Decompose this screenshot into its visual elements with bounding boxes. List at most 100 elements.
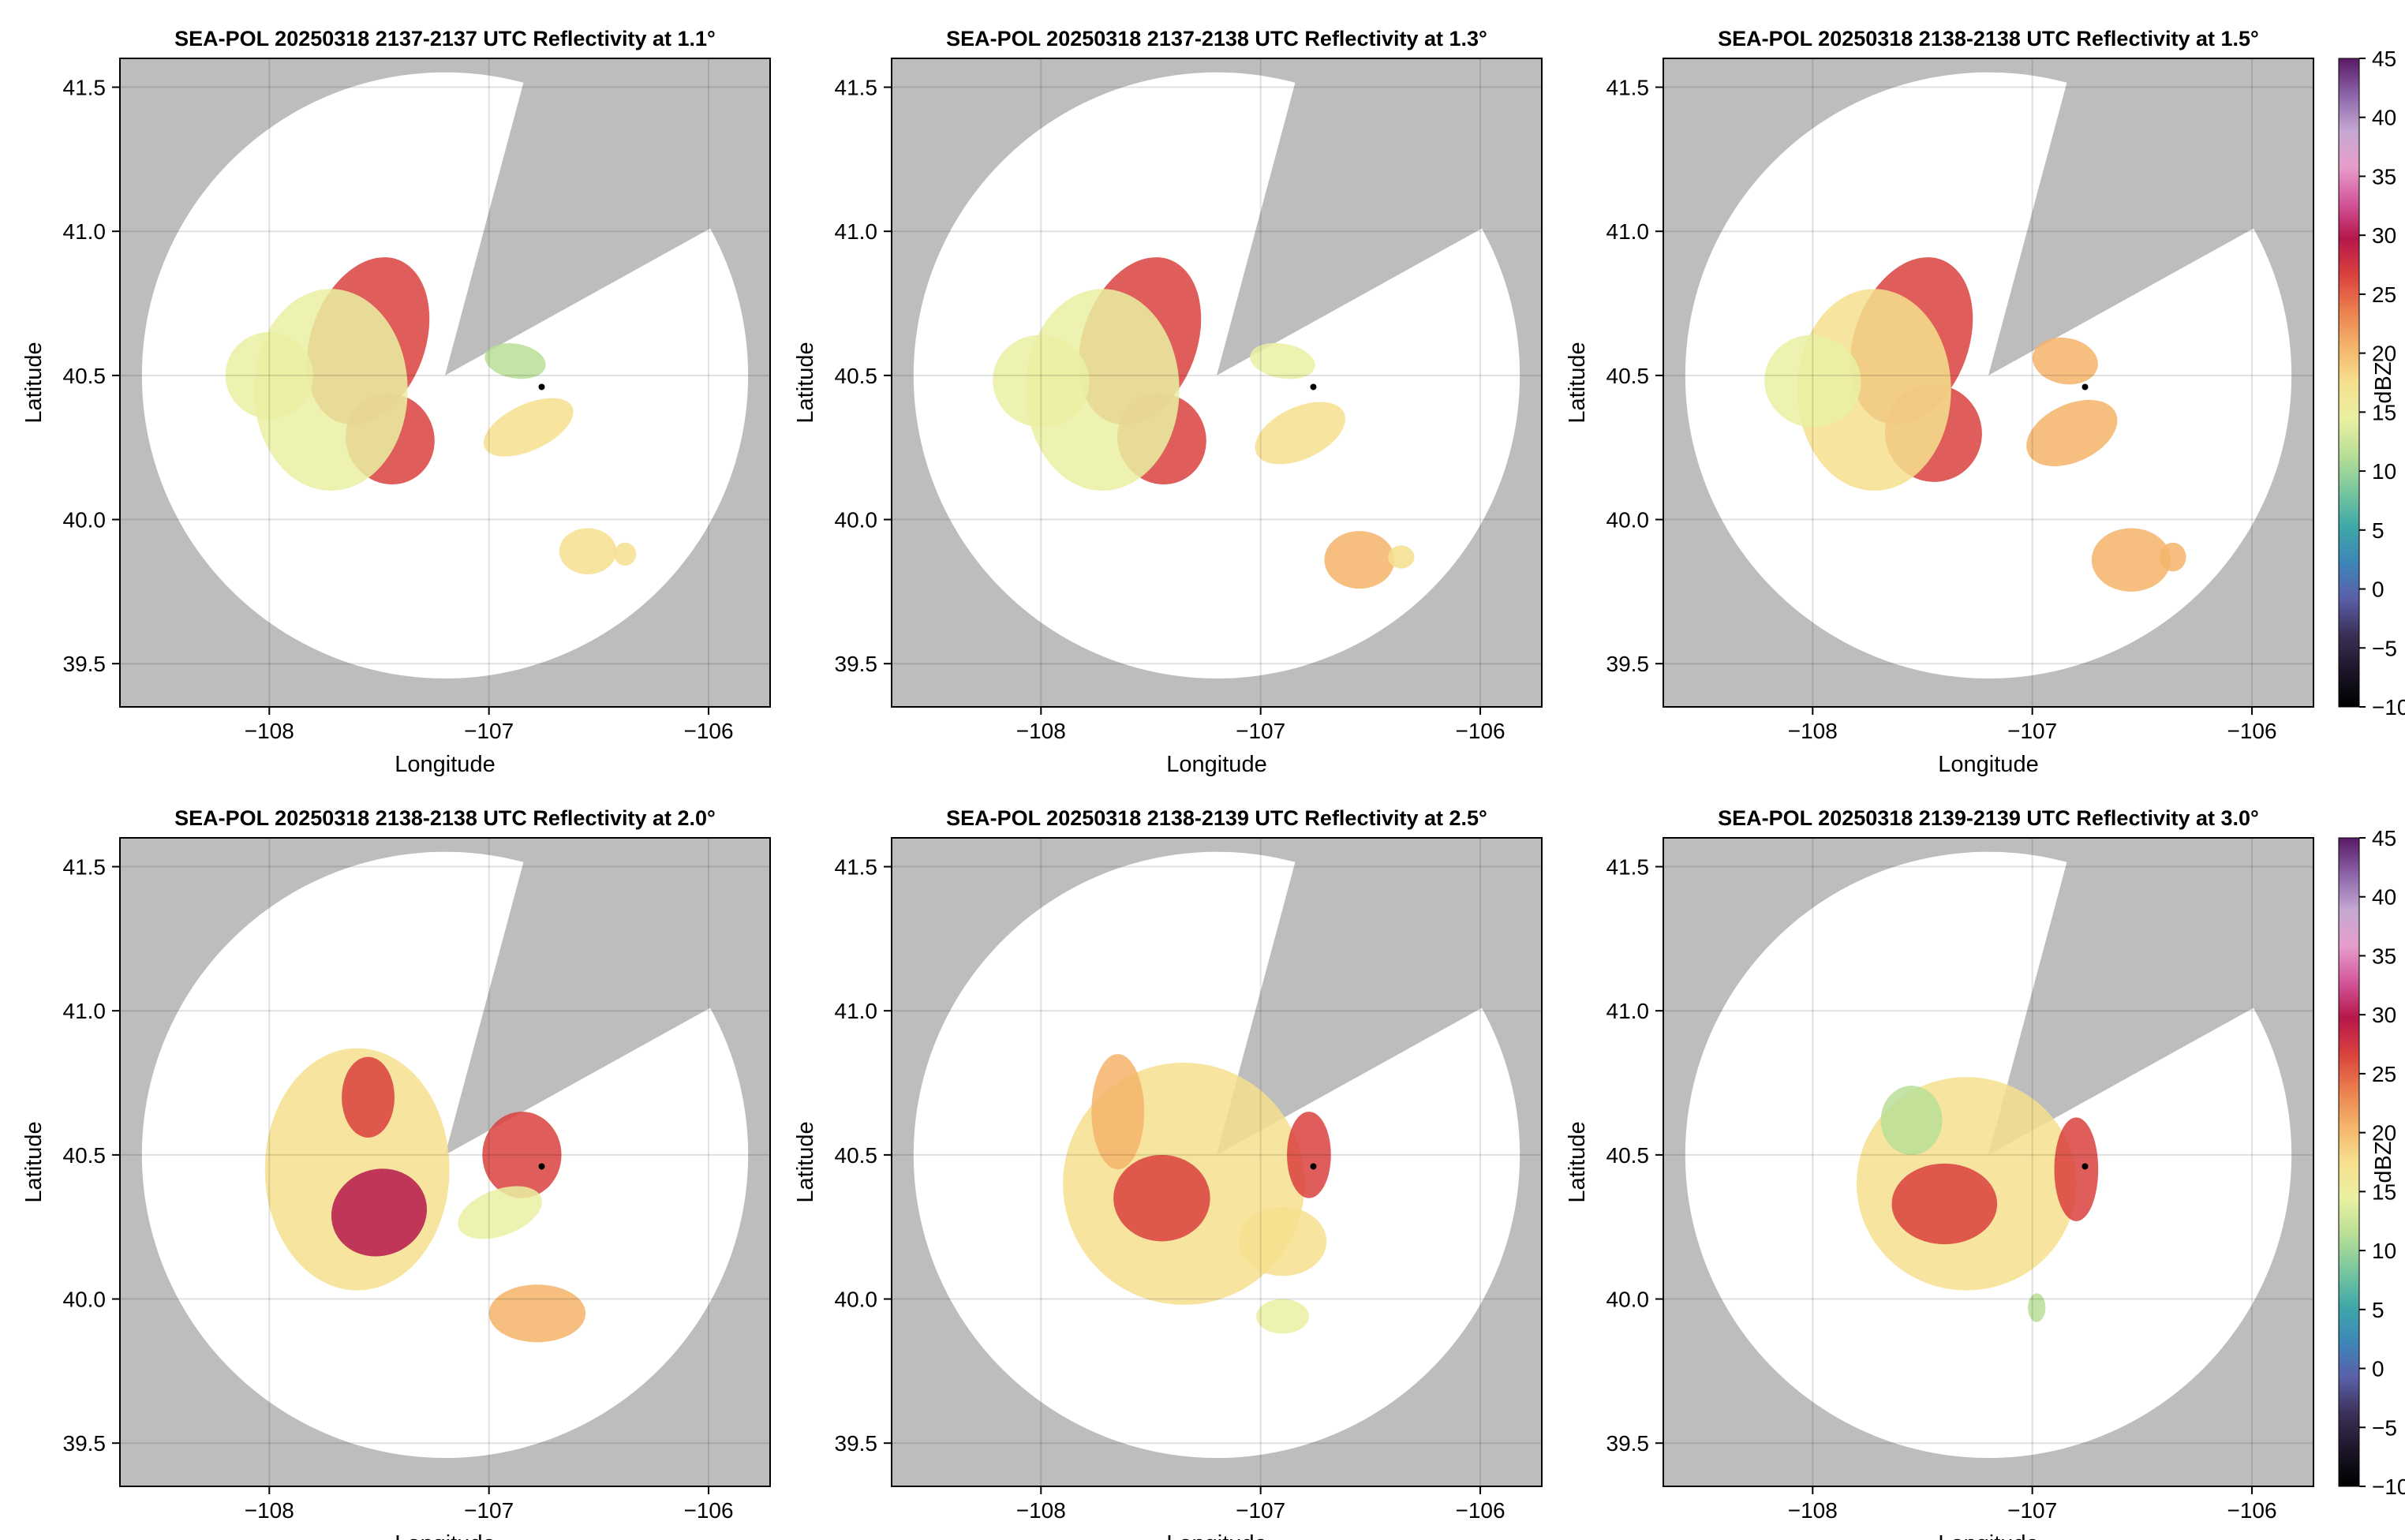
x-axis-label: Longitude [395, 752, 495, 777]
y-tick-label: 41.5 [1606, 76, 1650, 100]
colorbar-tick-label: 45 [2372, 826, 2396, 850]
panel-2: −108 −107 −106 39.5 40.0 40.5 41.0 41.5 SEA-POL … [793, 27, 1543, 777]
y-axis-label: Latitude [21, 342, 47, 423]
reflectivity-echo [1025, 289, 1180, 491]
y-tick-label: 40.0 [63, 1288, 107, 1312]
colorbar-tick-label: 45 [2372, 47, 2396, 71]
panel-5: −108 −107 −106 39.5 40.0 40.5 41.0 41.5 SEA-POL … [793, 806, 1543, 1540]
plot-frame [1663, 58, 2314, 708]
colorbar-tick-label: 35 [2372, 164, 2396, 189]
y-tick-label: 40.5 [1606, 1143, 1650, 1168]
colorbar-label: dBZ [2371, 1141, 2396, 1183]
colorbar-tick-label: 30 [2372, 223, 2396, 248]
colorbar-1: −10 −5 0 5 10 15 20 25 30 35 40 45 dBZ [2338, 47, 2405, 720]
x-tick-label: −107 [2007, 1498, 2057, 1523]
x-tick-label: −108 [1016, 1498, 1066, 1523]
y-axis-label: Latitude [793, 1121, 818, 1202]
x-tick-label: −108 [1016, 719, 1066, 743]
colorbar-tick-label: 10 [2372, 1239, 2396, 1263]
x-axis-label: Longitude [1166, 752, 1266, 777]
reflectivity-echo [1091, 1054, 1145, 1170]
colorbar-tick-label: 20 [2372, 1121, 2396, 1146]
reflectivity-echo [1891, 1163, 1998, 1245]
y-tick-label: 39.5 [835, 652, 878, 676]
panel-title: SEA-POL 20250318 2138-2138 UTC Reflectiv… [1718, 27, 2259, 50]
y-tick-label: 40.5 [63, 364, 107, 388]
y-tick-label: 40.0 [835, 1288, 878, 1312]
reflectivity-echo [458, 1186, 542, 1239]
y-tick-label: 40.5 [1606, 364, 1650, 388]
colorbar-tick-label: 20 [2372, 342, 2396, 366]
colorbar-tick-label: 10 [2372, 459, 2396, 484]
panel-1: −108 −107 −106 39.5 40.0 40.5 41.0 41.5 SEA-POL … [21, 27, 771, 777]
plot-frame [891, 58, 1543, 708]
panel-4: −108 −107 −106 39.5 40.0 40.5 41.0 41.5 SEA-POL … [21, 806, 771, 1540]
plot-frame [119, 58, 771, 708]
plot-area [1663, 58, 2313, 707]
x-axis-label: Longitude [1938, 1531, 2038, 1540]
y-tick-label: 41.0 [63, 999, 107, 1023]
y-tick-label: 41.0 [835, 219, 878, 244]
x-axis-label: Longitude [1938, 752, 2038, 777]
colorbar-label: dBZ [2371, 361, 2396, 403]
plot-area [1663, 838, 2313, 1486]
panel-title: SEA-POL 20250318 2137-2137 UTC Reflectiv… [174, 27, 716, 50]
reflectivity-echo [559, 528, 617, 574]
reflectivity-echo [2032, 337, 2098, 385]
y-tick-label: 40.0 [1606, 1288, 1650, 1312]
x-tick-label: −108 [245, 719, 294, 743]
y-tick-label: 39.5 [63, 652, 107, 676]
radar-scan-area [1685, 72, 2292, 679]
y-axis-label: Latitude [1565, 342, 1590, 423]
colorbar-tick-label: 5 [2372, 518, 2384, 543]
reflectivity-echo [2054, 1117, 2099, 1221]
radar-scan-area [913, 72, 1520, 679]
colorbar-tick-label: −5 [2372, 636, 2397, 660]
reflectivity-echo [1287, 1112, 1331, 1198]
reflectivity-echo [1255, 402, 1346, 465]
y-axis-label: Latitude [21, 1121, 47, 1202]
y-tick-label: 40.0 [835, 508, 878, 533]
y-tick-label: 41.5 [1606, 855, 1650, 880]
y-tick-label: 40.0 [1606, 508, 1650, 533]
x-axis-label: Longitude [395, 1531, 495, 1540]
reflectivity-echo [1113, 1154, 1210, 1242]
reflectivity-echo [484, 342, 546, 379]
colorbar-tick-label: 30 [2372, 1003, 2396, 1027]
plot-frame [119, 837, 771, 1487]
reflectivity-echo [1388, 545, 1415, 569]
y-tick-label: 39.5 [835, 1431, 878, 1456]
reflectivity-echo [1880, 1086, 1943, 1155]
colorbar-tick-label: 35 [2372, 944, 2396, 968]
reflectivity-echo [1764, 335, 1861, 428]
y-tick-label: 41.0 [1606, 219, 1650, 244]
colorbar-tick-label: 25 [2372, 282, 2396, 307]
y-tick-label: 41.0 [63, 219, 107, 244]
colorbar-tick-label: −10 [2372, 1475, 2405, 1499]
y-tick-label: 40.5 [835, 364, 878, 388]
radar-marker [538, 1163, 545, 1170]
x-tick-label: −108 [1788, 719, 1838, 743]
colorbar-tick-label: 25 [2372, 1062, 2396, 1086]
y-tick-label: 40.5 [835, 1143, 878, 1168]
colorbar-scale [2338, 58, 2360, 708]
y-tick-label: 41.0 [835, 999, 878, 1023]
y-axis-label: Latitude [1565, 1121, 1590, 1202]
reflectivity-echo [225, 332, 313, 419]
y-tick-label: 39.5 [1606, 652, 1650, 676]
plot-area [120, 58, 770, 707]
reflectivity-echo [2160, 542, 2186, 572]
x-tick-label: −107 [2007, 719, 2057, 743]
reflectivity-echo [993, 335, 1090, 428]
x-tick-label: −106 [1456, 719, 1505, 743]
radar-marker [1310, 383, 1317, 391]
reflectivity-echo [342, 1056, 395, 1138]
x-tick-label: −108 [245, 1498, 294, 1523]
radar-marker [2081, 1163, 2089, 1170]
panel-title: SEA-POL 20250318 2139-2139 UTC Reflectiv… [1718, 806, 2259, 830]
reflectivity-echo [1797, 289, 1951, 491]
y-tick-label: 41.5 [63, 76, 107, 100]
reflectivity-echo [1238, 1206, 1327, 1276]
y-tick-label: 41.5 [63, 855, 107, 880]
